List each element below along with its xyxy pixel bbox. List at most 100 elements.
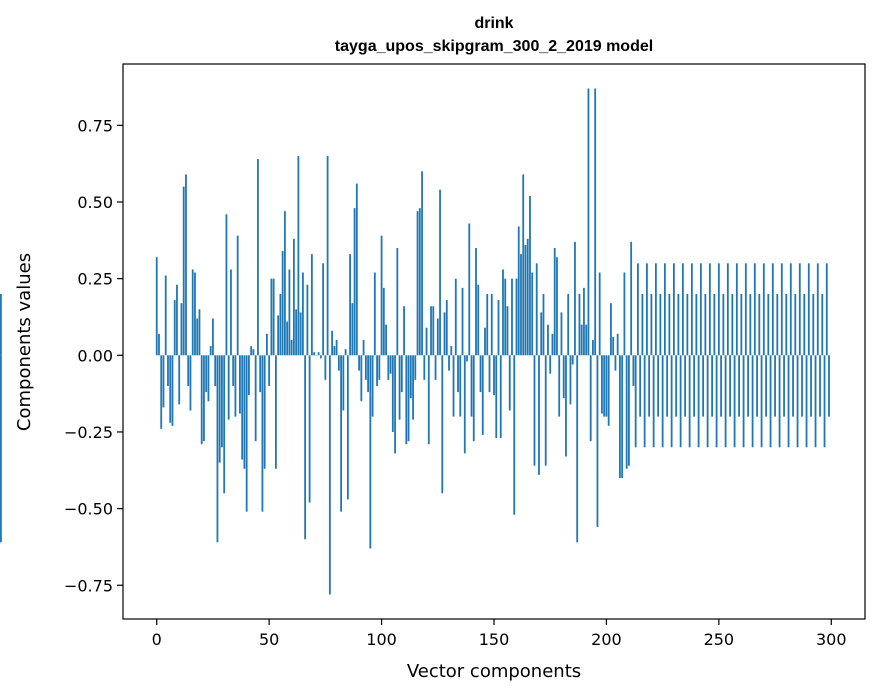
- x-tick-label: 250: [704, 630, 735, 649]
- bar: [324, 355, 327, 380]
- bar: [218, 355, 221, 463]
- bar: [749, 293, 752, 356]
- bar: [328, 355, 331, 595]
- bar: [765, 355, 767, 417]
- bar: [360, 355, 363, 402]
- bar: [412, 355, 414, 420]
- bar: [567, 293, 570, 356]
- bar: [675, 355, 678, 417]
- bar: [828, 355, 830, 417]
- bar: [394, 355, 396, 454]
- bar: [522, 174, 525, 356]
- bar: [275, 355, 277, 469]
- bar: [268, 355, 271, 386]
- x-tick-label: 150: [479, 630, 510, 649]
- bar: [295, 309, 298, 356]
- bar: [176, 284, 178, 356]
- bar: [225, 214, 228, 356]
- bar: [610, 303, 612, 356]
- bar: [553, 247, 556, 356]
- bar: [364, 355, 367, 380]
- bar: [272, 278, 275, 356]
- bar: [670, 355, 673, 448]
- bar: [661, 355, 664, 448]
- bar: [342, 355, 345, 411]
- bar: [463, 355, 466, 454]
- bar: [724, 355, 727, 448]
- bar: [445, 300, 448, 356]
- bar: [578, 293, 581, 356]
- bar: [508, 355, 511, 411]
- bar: [551, 333, 554, 356]
- bar: [760, 355, 763, 448]
- bar: [785, 293, 788, 356]
- bar: [643, 355, 646, 448]
- bar: [616, 333, 619, 356]
- bar: [423, 355, 426, 380]
- bar: [0, 355, 2, 543]
- bar: [565, 355, 567, 457]
- bar: [416, 211, 419, 356]
- bar: [713, 293, 716, 356]
- bar: [490, 293, 493, 356]
- chart-title: drink: [474, 15, 513, 32]
- bar: [792, 355, 794, 417]
- bar: [169, 355, 172, 423]
- bar: [533, 355, 536, 466]
- bar: [574, 241, 576, 356]
- bar: [819, 355, 821, 417]
- bar: [164, 275, 167, 356]
- bar: [711, 355, 713, 417]
- bar: [506, 306, 509, 356]
- bar: [605, 355, 608, 417]
- bar: [542, 293, 545, 356]
- bar: [245, 355, 248, 512]
- x-tick-label: 300: [816, 630, 847, 649]
- bar: [167, 355, 169, 386]
- bar: [470, 355, 473, 417]
- bar: [654, 263, 657, 356]
- bar: [196, 318, 199, 356]
- bar: [823, 355, 826, 448]
- bar: [603, 355, 606, 417]
- bar: [594, 88, 597, 356]
- bar: [735, 263, 738, 356]
- bar: [441, 355, 444, 494]
- bar: [158, 333, 160, 356]
- bar: [520, 254, 522, 356]
- bar: [266, 333, 268, 356]
- bar: [400, 355, 403, 393]
- bar: [310, 254, 313, 356]
- x-tick-label: 0: [152, 630, 162, 649]
- bar: [292, 238, 295, 356]
- bar: [353, 208, 356, 356]
- x-tick-label: 100: [366, 630, 397, 649]
- bar: [681, 263, 684, 356]
- bar: [722, 293, 725, 356]
- bar: [319, 355, 322, 359]
- bar: [261, 355, 264, 512]
- bar: [252, 349, 255, 356]
- bar: [448, 355, 450, 371]
- bar: [250, 346, 253, 356]
- bar: [337, 355, 340, 371]
- bar: [796, 355, 799, 448]
- bar: [189, 355, 192, 411]
- bar: [776, 293, 779, 356]
- bar: [382, 287, 385, 356]
- bar: [630, 241, 633, 356]
- bar: [628, 355, 630, 466]
- bar: [227, 355, 230, 420]
- bar: [290, 339, 293, 356]
- bar: [729, 355, 731, 417]
- bar: [322, 263, 325, 356]
- y-tick-label: 0.75: [77, 116, 113, 135]
- bar: [443, 312, 446, 356]
- bar: [529, 195, 531, 356]
- bar: [798, 263, 801, 356]
- bar: [461, 287, 464, 356]
- bar: [742, 355, 745, 448]
- bar: [459, 355, 462, 417]
- y-tick-label: 0.00: [77, 346, 113, 365]
- bar: [367, 355, 369, 393]
